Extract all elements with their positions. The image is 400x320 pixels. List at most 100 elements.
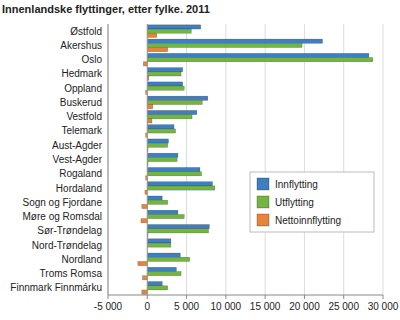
tick-label: 10 000 (211, 301, 242, 312)
axis-line (108, 295, 383, 296)
legend-swatch (257, 196, 269, 208)
bar (147, 53, 369, 57)
tick-label: 5 000 (174, 301, 199, 312)
category-label: Sogn og Fjordane (22, 197, 102, 208)
tick-label: 25 000 (328, 301, 359, 312)
bar (147, 47, 167, 51)
title: Innenlandske flyttinger, etter fylke. 20… (2, 3, 210, 15)
bar (147, 72, 181, 76)
bar (147, 229, 208, 233)
grid-line (225, 24, 226, 295)
zero-line (147, 24, 148, 295)
legend-label: Nettoinnflytting (275, 215, 341, 226)
legend-box (250, 172, 374, 232)
legend-swatch (257, 214, 269, 226)
chart: Innenlandske flyttinger, etter fylke. 20… (0, 0, 400, 320)
category-label: Rogaland (59, 168, 102, 179)
bar (142, 290, 148, 294)
grid-line (343, 24, 344, 295)
bar (138, 261, 147, 265)
grid-line (383, 24, 384, 295)
legend-swatch (257, 178, 269, 190)
bar (147, 243, 171, 247)
category-label: Møre og Romsdal (23, 211, 102, 222)
bar (147, 196, 162, 200)
bar (147, 105, 153, 109)
category-label: Østfold (70, 26, 102, 37)
bar (147, 119, 152, 123)
tick-label: -5 000 (94, 301, 123, 312)
bar (147, 153, 178, 157)
bar (147, 257, 189, 261)
bar (147, 39, 322, 43)
bar (142, 204, 148, 208)
category-label: Oslo (81, 54, 102, 65)
bar (147, 58, 372, 62)
bar (147, 182, 212, 186)
bar (147, 33, 156, 37)
bar (141, 219, 147, 223)
tick (147, 295, 148, 299)
category-label: Nordland (61, 254, 102, 265)
legend: Innflytting Utflytting Nettoinnflytting (250, 172, 374, 232)
bar (147, 167, 200, 171)
tick (383, 295, 384, 299)
bar (147, 125, 174, 129)
tick-label: 0 (145, 301, 151, 312)
grid-line (108, 24, 109, 295)
bar (147, 43, 302, 47)
category-label: Hordaland (56, 183, 102, 194)
tick (265, 295, 266, 299)
bar (147, 143, 167, 147)
bar (147, 282, 162, 286)
category-label: Buskerud (60, 97, 102, 108)
grid-line (304, 24, 305, 295)
category-label: Vestfold (66, 111, 102, 122)
bar (147, 68, 182, 72)
tick (304, 295, 305, 299)
bar (147, 86, 184, 90)
grid-line (186, 24, 187, 295)
bar (147, 129, 175, 133)
bar (143, 62, 147, 66)
bar (147, 225, 209, 229)
bar (147, 200, 167, 204)
category-label: Troms Romsa (40, 268, 103, 279)
bar (147, 82, 182, 86)
bar (147, 239, 171, 243)
bar (147, 214, 184, 218)
bar (147, 286, 167, 290)
bar (147, 100, 202, 104)
tick (343, 295, 344, 299)
category-label: Telemark (61, 125, 103, 136)
bar (147, 96, 208, 100)
bar (147, 29, 191, 33)
bar (147, 186, 215, 190)
legend-label: Innflytting (275, 179, 318, 190)
category-label: Nord-Trøndelag (32, 240, 102, 251)
tick-label: 30 000 (368, 301, 399, 312)
tick (225, 295, 226, 299)
category-label: Vest-Agder (53, 154, 103, 165)
bar (143, 276, 148, 280)
grid-line (265, 24, 266, 295)
bar (147, 210, 178, 214)
bar (147, 172, 201, 176)
category-label: Finnmark Finnmárku (10, 282, 102, 293)
bars (138, 25, 373, 294)
category-label: Aust-Agder (52, 140, 103, 151)
bar (147, 267, 176, 271)
bar (147, 139, 168, 143)
tick-label: 15 000 (250, 301, 281, 312)
tick (108, 295, 109, 299)
tick (186, 295, 187, 299)
category-label: Akershus (60, 40, 102, 51)
category-label: Oppland (64, 83, 102, 94)
bar (147, 110, 197, 114)
legend-label: Utflytting (275, 197, 314, 208)
category-label: Sør-Trøndelag (37, 225, 102, 236)
grid-line (147, 24, 148, 295)
bar (147, 115, 192, 119)
bar (147, 253, 180, 257)
bar (147, 157, 177, 161)
